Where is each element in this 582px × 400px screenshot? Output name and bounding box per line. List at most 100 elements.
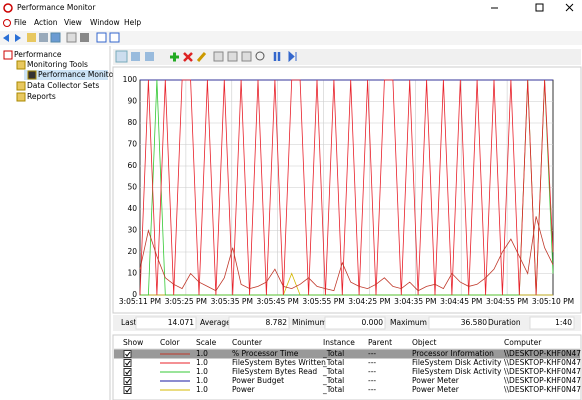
x-tick-label: 3:05:11 PM [119,297,161,306]
cell: Power Budget [232,376,284,385]
y-tick-label: 10 [127,269,137,278]
cell: FileSystem Bytes Written [232,358,326,367]
cell: 1.0 [196,376,208,385]
counter-table [112,334,582,400]
cell: % Processor Time [232,349,299,358]
tree-icon [27,70,37,80]
forward-button[interactable] [15,34,21,42]
cell: --- [368,349,376,358]
step[interactable] [288,50,297,63]
stat-box [228,316,290,330]
toolbar-button[interactable] [27,33,36,42]
tree-item[interactable]: Performance [14,50,62,59]
back-button[interactable] [3,34,9,42]
window-title: Performance Monitor [17,3,96,12]
toolbar-button[interactable] [227,51,238,62]
stat-label: Average [200,318,231,327]
column-header[interactable]: Show [123,338,143,347]
column-header[interactable]: Instance [323,338,355,347]
cell: _Total [322,367,344,376]
cell: Power Meter [412,385,460,394]
column-header[interactable]: Counter [232,338,263,347]
x-tick-label: 3:05:25 PM [165,297,207,306]
column-header[interactable]: Computer [504,338,542,347]
x-tick-label: 3:05:10 PM [532,297,574,306]
toolbar-button[interactable] [145,52,154,61]
menu-item[interactable]: File [14,18,27,27]
chart-toolbar [113,49,581,65]
stat-box [324,316,386,330]
cell: Processor Information [412,349,494,358]
y-tick-label: 70 [127,140,137,149]
toolbar-button[interactable] [131,52,140,61]
column-header[interactable]: Color [160,338,180,347]
show-checkbox[interactable] [123,386,132,394]
checkmark [125,387,131,393]
zoom[interactable] [255,51,265,61]
toolbar-button[interactable] [66,32,77,43]
toolbar-button[interactable] [96,32,107,43]
y-tick-label: 80 [127,118,137,127]
tree-item[interactable]: Data Collector Sets [27,81,99,90]
stat-value: 0.000 [362,318,384,327]
toolbar-button[interactable] [241,51,252,62]
menu-item[interactable]: View [64,18,82,27]
x-tick-label: 3:04:25 PM [348,297,390,306]
stat-label: Last [121,318,137,327]
x-tick-label: 3:04:35 PM [394,297,436,306]
show-checkbox[interactable] [123,350,132,358]
cell: \\DESKTOP-KHF0N47 [504,349,581,358]
cell: _Total [322,376,344,385]
app-icon [3,3,13,13]
x-tick-label: 3:04:55 PM [486,297,528,306]
stat-value: 1:40 [555,318,572,327]
delete-counter[interactable] [183,52,193,62]
toolbar-button[interactable] [80,33,89,42]
toolbar-button[interactable] [50,32,61,43]
tree-item[interactable]: Performance Monitor [38,70,117,79]
checkmark [125,351,131,357]
menu-item[interactable]: Window [90,18,120,27]
add-counter[interactable] [170,52,179,62]
checkmark [125,360,131,366]
toolbar-button[interactable] [115,50,128,63]
graph-panel [112,66,582,314]
toolbar-button[interactable] [213,51,224,62]
column-header[interactable]: Parent [368,338,392,347]
toolbar-button[interactable] [39,33,48,42]
cell: 1.0 [196,385,208,394]
show-checkbox[interactable] [123,368,132,376]
checkmark [125,369,131,375]
menu-item[interactable]: Action [34,18,58,27]
y-tick-label: 0 [132,290,137,299]
stat-value: 36.580 [461,318,487,327]
cell: --- [368,385,376,394]
close[interactable] [565,3,574,12]
cell: --- [368,376,376,385]
selected-item [24,70,108,80]
column-header[interactable]: Scale [196,338,217,347]
tree-item[interactable]: Monitoring Tools [27,60,88,69]
stat-value: 8.782 [266,318,288,327]
stat-box [529,316,575,330]
maximize[interactable] [535,3,544,12]
menu-item[interactable]: Help [124,18,141,27]
cell: \\DESKTOP-KHF0N47 [504,385,581,394]
toolbar-button[interactable] [109,32,120,43]
tree-item[interactable]: Reports [27,92,56,101]
column-header[interactable]: Object [412,338,436,347]
checkmark [125,378,131,384]
stat-box [135,316,197,330]
cell: _Total [322,358,344,367]
show-checkbox[interactable] [123,359,132,367]
x-tick-label: 3:05:55 PM [302,297,344,306]
show-checkbox[interactable] [123,377,132,385]
cell: Power [232,385,256,394]
menu-icon [3,19,11,27]
series-line [140,79,554,296]
pause[interactable] [273,52,281,61]
y-tick-label: 50 [127,183,137,192]
stat-value: 14.071 [168,318,194,327]
highlight[interactable] [196,52,207,62]
